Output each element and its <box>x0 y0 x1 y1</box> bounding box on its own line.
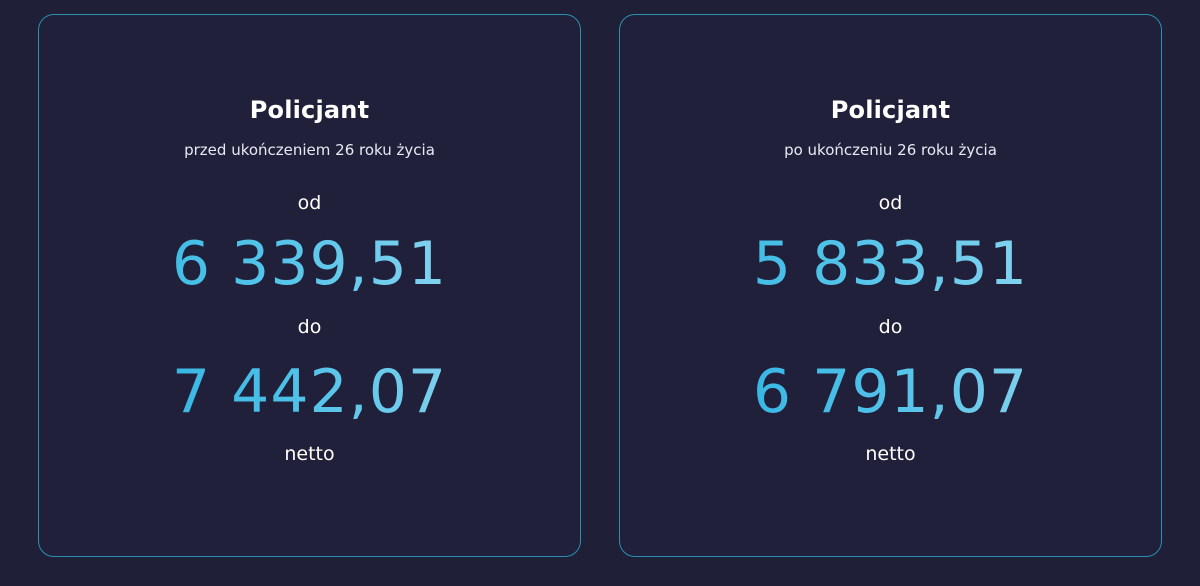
to-label: do <box>878 316 903 338</box>
salary-max-value: 7 442,07 <box>39 356 580 428</box>
from-label: od <box>878 192 903 214</box>
netto-label: netto <box>284 443 335 465</box>
salary-min-value: 6 339,51 <box>39 228 580 300</box>
salary-card-over-26: Policjant po ukończeniu 26 roku życia od… <box>619 14 1162 557</box>
card-title: Policjant <box>830 96 951 124</box>
salary-max-value: 6 791,07 <box>620 356 1161 428</box>
salary-min-value: 5 833,51 <box>620 228 1161 300</box>
card-subtitle: przed ukończeniem 26 roku życia <box>184 141 435 159</box>
from-label: od <box>297 192 322 214</box>
card-subtitle: po ukończeniu 26 roku życia <box>784 141 997 159</box>
netto-label: netto <box>865 443 916 465</box>
salary-card-under-26: Policjant przed ukończeniem 26 roku życi… <box>38 14 581 557</box>
to-label: do <box>297 316 322 338</box>
card-title: Policjant <box>249 96 370 124</box>
